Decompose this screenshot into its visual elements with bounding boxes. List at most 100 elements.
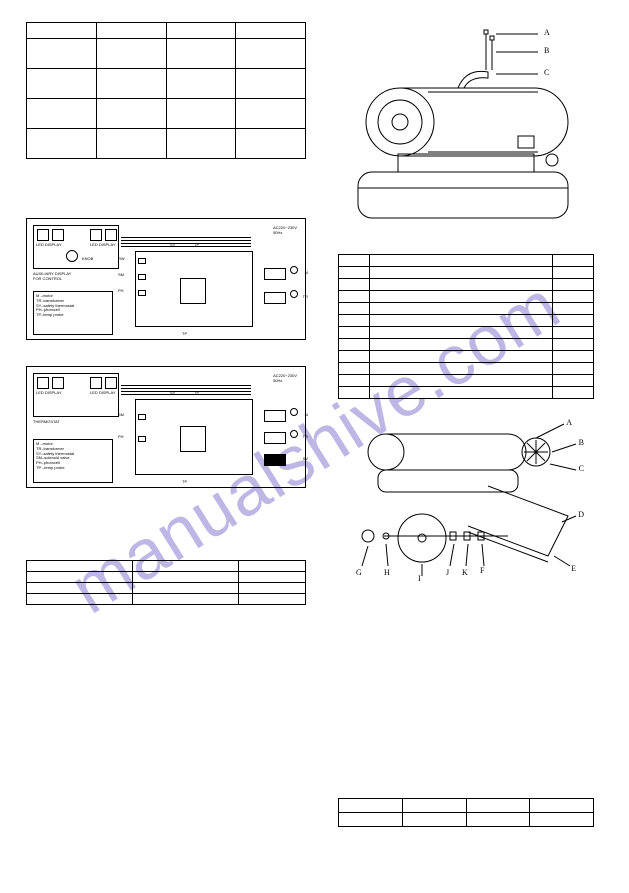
cell (553, 327, 594, 339)
cell (96, 23, 166, 39)
cell (166, 99, 236, 129)
cell (166, 129, 236, 159)
cell (369, 255, 553, 267)
cell (27, 129, 97, 159)
terminal-icon (138, 274, 146, 280)
cell (553, 339, 594, 351)
wire (121, 246, 251, 247)
control-panel: LED DISPLAY LED DISPLAY (33, 373, 119, 417)
tag: TP (182, 331, 187, 336)
tag: TR (303, 434, 308, 439)
tag: SM (118, 412, 124, 417)
control-panel: LED DISPLAY LED DISPLAY KNOB (33, 225, 119, 269)
panel-footer: AUXILIARY DISPLAY FOR CONTROL (33, 271, 71, 281)
cell (553, 255, 594, 267)
callout-label: D (578, 510, 584, 519)
cell (133, 594, 239, 605)
callout-label: G (356, 568, 362, 577)
led-icon (105, 377, 117, 389)
cell (553, 279, 594, 291)
cell (27, 39, 97, 69)
connector-circle-icon (290, 266, 298, 274)
cell (27, 561, 133, 572)
led-icon (90, 229, 102, 241)
cell (339, 303, 370, 315)
plug-label: AC220~230V 50Hz (273, 373, 297, 383)
cell (166, 23, 236, 39)
cell (339, 813, 403, 827)
cell (339, 351, 370, 363)
callout-label: F (480, 566, 484, 575)
wheel-svg (338, 416, 594, 586)
cell (166, 69, 236, 99)
cell (239, 583, 306, 594)
connector-icon (264, 454, 286, 466)
connector-circle-icon (290, 408, 298, 416)
cell (239, 572, 306, 583)
cell (96, 69, 166, 99)
cell (369, 339, 553, 351)
cell (339, 255, 370, 267)
callout-label: B (544, 46, 549, 55)
page: manualshive.com (0, 0, 629, 893)
cell (27, 69, 97, 99)
terminal-icon (138, 436, 146, 442)
legend-box: M –motor TR–transformer SY–safety thermo… (33, 291, 113, 335)
callout-label: C (544, 68, 549, 77)
cell (27, 583, 133, 594)
chip-icon (180, 426, 206, 452)
knob-icon (66, 250, 78, 262)
cell (133, 561, 239, 572)
bottom-right-table (338, 798, 594, 827)
connector-icon (264, 292, 286, 304)
cell (339, 375, 370, 387)
led-label: LED DISPLAY (36, 390, 62, 395)
cell (133, 572, 239, 583)
cell (553, 375, 594, 387)
led-label: LED DISPLAY (36, 242, 62, 247)
callout-label: I (418, 574, 421, 583)
cell (27, 99, 97, 129)
panel-footer: THERMOSTAT (33, 419, 60, 424)
wiring-diagram-2: LED DISPLAY LED DISPLAY THERMOSTAT M –mo… (26, 366, 306, 488)
led-icon (105, 229, 117, 241)
connector-circle-icon (290, 430, 298, 438)
wiring-diagram-1: LED DISPLAY LED DISPLAY KNOB AUXILIARY D… (26, 218, 306, 340)
cell (339, 327, 370, 339)
tag: SV (303, 456, 308, 461)
tag: SM (118, 272, 124, 277)
cell (369, 351, 553, 363)
cell (133, 583, 239, 594)
chip-icon (180, 278, 206, 304)
tag: M (305, 412, 308, 417)
maintenance-table (26, 560, 306, 605)
callout-label: B (579, 438, 584, 447)
cell (530, 799, 594, 813)
cell (339, 315, 370, 327)
led-label: LED DISPLAY (90, 242, 116, 247)
cell (553, 267, 594, 279)
cell (369, 303, 553, 315)
callout-label: C (579, 464, 584, 473)
cell (553, 303, 594, 315)
tag: PH (118, 434, 124, 439)
cell (369, 291, 553, 303)
legend-line: TP –temp probe (36, 466, 110, 471)
cell (553, 351, 594, 363)
cell (339, 387, 370, 399)
cell (96, 99, 166, 129)
cell (239, 561, 306, 572)
cell (369, 387, 553, 399)
cell (369, 315, 553, 327)
cell (236, 39, 306, 69)
cell (96, 39, 166, 69)
led-icon (37, 229, 49, 241)
callout-label: H (384, 568, 390, 577)
led-icon (37, 377, 49, 389)
callout-label: J (446, 568, 449, 577)
callout-label: E (571, 564, 576, 573)
cell (339, 363, 370, 375)
wire (121, 240, 251, 241)
parts-table (338, 254, 594, 399)
cell (369, 279, 553, 291)
